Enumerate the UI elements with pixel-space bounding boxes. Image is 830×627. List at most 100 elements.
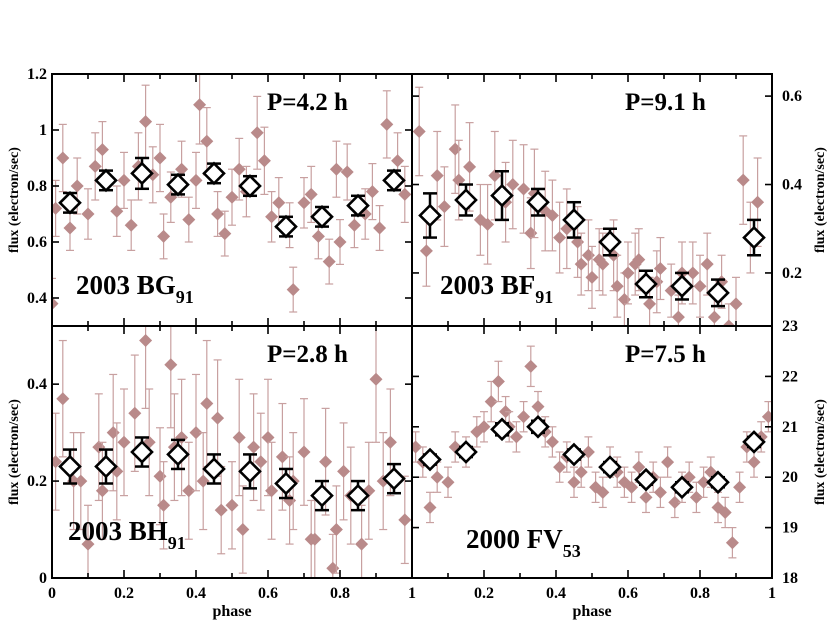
raw-data-point [517,182,531,196]
raw-data-point [63,221,77,235]
binned-data-point [562,208,586,232]
y-tick-label: 22 [782,368,798,385]
binned-data-point [94,454,118,479]
raw-data-point [232,162,246,176]
raw-data-point [484,395,498,409]
raw-data-point [383,435,397,449]
raw-data-point [632,460,646,474]
binned-data-point [418,447,442,472]
period-label: P=2.8 h [267,341,348,368]
x-tick-label: 0 [48,585,56,602]
raw-data-point [52,455,63,469]
raw-data-point [365,185,379,199]
raw-data-point [639,490,653,504]
raw-data-point [751,195,765,209]
raw-data-point [319,455,333,469]
raw-data-point [56,151,70,165]
raw-data-point [477,420,491,434]
binned-data-point [202,457,226,481]
raw-data-point [117,173,131,187]
raw-data-point [182,213,196,227]
x-tick-label: 0.4 [186,585,206,602]
binned-data-point [310,204,334,229]
panel-2000-fv53: 18 19 20 21 22 23 0.2 0.4 0.6 0.8 1 P=7.5 h 2000 F… [411,318,828,620]
raw-data-point [157,498,171,512]
y-tick-label: 0.6 [27,234,47,251]
raw-data-point [95,484,109,498]
raw-data-point [81,207,95,221]
raw-data-point [182,484,196,498]
period-label: P=7.5 h [625,341,706,368]
raw-data-point [437,200,451,214]
x-axis-label: phase [572,603,611,620]
raw-data-point [412,440,423,454]
binned-data-points [418,170,766,308]
axis-ticks: 18 19 20 21 22 23 0.2 0.4 0.6 0.8 1 [412,318,798,602]
raw-data-point [643,297,657,311]
x-tick-label: 0.8 [690,585,710,602]
raw-data-point [531,400,545,414]
panel-2003-bf91: 0.2 0.4 0.6 P=9.1 h 2003 BF91 flux (electr… [411,73,828,327]
raw-data-point [189,426,203,440]
raw-data-point [257,154,271,168]
binned-data-point [202,161,226,186]
raw-data-point [157,229,171,243]
binned-data-point [670,475,694,500]
raw-data-point [340,165,354,179]
y-tick-label: 0.2 [782,265,802,282]
binned-data-point [526,190,550,215]
object-designation: 2000 FV [466,524,563,554]
y-tick-label: 1.2 [27,66,47,83]
raw-data-point [232,430,246,444]
x-tick-label: 0.6 [258,585,278,602]
raw-data-point [545,435,559,449]
y-tick-label: 0.4 [27,376,47,393]
raw-data-points [52,326,412,578]
raw-data-point [52,201,63,215]
raw-data-point [311,229,325,243]
raw-data-point [164,358,178,372]
raw-data-point [74,474,88,488]
binned-data-points [58,436,406,512]
raw-data-point [236,523,250,537]
binned-data-point [742,430,766,454]
raw-data-point [139,115,153,129]
x-axis-label: phase [212,603,251,620]
raw-data-point [286,283,300,297]
raw-data-point [412,124,426,138]
raw-data-point [574,257,588,271]
raw-data-point [671,310,685,324]
binned-data-point [634,272,658,296]
raw-data-point [574,465,588,479]
axis-ticks: 0 0.2 0.4 0 0.2 0.4 0.6 0.8 1 [27,326,416,602]
object-name: 2003 BH91 [68,516,186,553]
y-tick-label: 0.4 [782,177,802,194]
object-designation: 2003 BF [440,270,535,300]
object-designation: 2003 BH [68,516,168,546]
binned-data-point [238,174,262,198]
object-name: 2003 BF91 [440,270,553,307]
raw-data-point [250,126,264,140]
y-tick-label: 0.2 [27,473,47,490]
object-subscript: 53 [563,541,581,561]
binned-data-point [418,203,442,228]
y-tick-label: 21 [782,419,798,436]
raw-data-point [265,484,279,498]
raw-data-point [423,500,437,514]
y-tick-label: 0.6 [782,88,802,105]
raw-data-point [214,503,228,517]
panel-2003-bg91: 0.4 0.6 0.8 1 1.2 P=4.2 h 2003 BG91 flux (el… [7,66,413,327]
binned-data-point [166,172,190,197]
y-tick-label: 0 [39,570,47,587]
axis-ticks: 0.4 0.6 0.8 1 1.2 [27,66,412,326]
raw-data-point [247,440,261,454]
raw-data-point [481,217,495,231]
raw-data-point [747,455,761,469]
binned-data-point [130,440,154,464]
y-axis-label: flux (electron/sec) [813,399,828,505]
raw-data-point [110,204,124,218]
raw-data-point [391,154,405,168]
raw-data-point [265,210,279,224]
binned-data-point [382,466,406,491]
